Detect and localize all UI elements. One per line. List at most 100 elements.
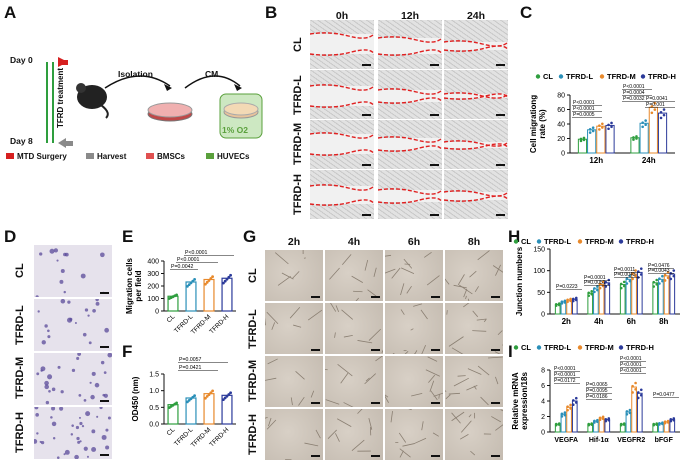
- data-point: [632, 138, 635, 141]
- data-point: [669, 277, 673, 281]
- p-value-label: P=0.0421: [179, 365, 201, 371]
- data-point: [628, 408, 632, 412]
- data-point: [619, 422, 623, 426]
- data-point: [563, 299, 567, 303]
- data-point: [659, 116, 663, 120]
- data-point: [653, 108, 657, 111]
- x-tick-label: TFRD-M: [190, 313, 213, 336]
- scale-bar: [491, 296, 500, 298]
- legend-label: MTD Surgery: [17, 152, 67, 161]
- data-point: [579, 139, 583, 143]
- data-point: [209, 277, 213, 280]
- y-tick-label: 2: [541, 414, 545, 421]
- bar: [571, 298, 578, 315]
- data-point: [631, 384, 634, 388]
- data-point: [607, 127, 610, 131]
- data-point: [655, 283, 659, 286]
- panel-label-d: D: [4, 227, 17, 246]
- p-value-label: P<0.0001: [573, 106, 595, 112]
- bar: [619, 284, 626, 315]
- legend-marker: [618, 345, 624, 350]
- schematic-legend: MTD Surgery Harvest BMSCs HUVECs: [6, 152, 264, 166]
- y-tick-label: 60: [557, 107, 565, 114]
- data-point: [672, 269, 676, 272]
- legend-swatch: [86, 153, 94, 159]
- bar: [587, 129, 597, 154]
- legend-marker: [513, 239, 519, 244]
- data-point: [596, 285, 599, 288]
- bar: [639, 122, 649, 154]
- data-point: [598, 416, 602, 420]
- micrograph: [445, 356, 503, 407]
- data-point: [563, 411, 567, 414]
- row-label: CL: [14, 262, 26, 278]
- x-tick-label: 24h: [642, 156, 656, 165]
- micrograph: [445, 250, 503, 301]
- panel-label-b: B: [265, 3, 278, 22]
- y-tick-label: 0: [541, 430, 545, 437]
- bar: [566, 406, 572, 433]
- legend-item: Harvest: [86, 152, 126, 161]
- data-point: [607, 417, 611, 420]
- data-point: [222, 398, 225, 402]
- time-label: 0h: [335, 10, 349, 22]
- data-point: [652, 422, 656, 426]
- data-point: [619, 286, 623, 290]
- legend-label: TFRD-L: [566, 72, 593, 81]
- chart-e-migration-cells: 0 100 200 300 400 Migration cellsper field CL T…: [125, 250, 236, 336]
- row-label: TFRD-L: [247, 309, 259, 349]
- data-point: [610, 125, 613, 129]
- data-point: [632, 136, 635, 139]
- micrograph: [385, 250, 443, 301]
- x-tick-label: TFRD-M: [190, 426, 213, 449]
- micrograph: [385, 356, 443, 407]
- data-point: [574, 298, 578, 302]
- micrograph: [445, 303, 503, 354]
- data-point: [222, 281, 225, 285]
- data-point: [622, 280, 626, 284]
- scale-bar: [371, 296, 380, 298]
- scale-bar: [496, 114, 505, 116]
- data-point: [653, 101, 657, 105]
- p-value-label: P=0.0223: [556, 284, 578, 290]
- p-value-label: P=0.0042: [171, 264, 193, 270]
- y-tick-label: 400: [147, 259, 159, 266]
- time-label: 4h: [347, 236, 361, 248]
- micrograph: [378, 120, 442, 169]
- legend-label: TFRD-M: [585, 343, 614, 352]
- micrograph: [310, 20, 374, 69]
- data-point: [658, 277, 661, 280]
- data-point: [187, 283, 191, 287]
- panel-label-e: E: [122, 227, 134, 246]
- x-tick-label: VEGFA: [554, 437, 578, 444]
- scale-bar: [496, 64, 505, 66]
- legend-marker: [640, 74, 646, 79]
- micrograph: [378, 20, 442, 69]
- p-value-label: P<0.0001: [623, 84, 645, 90]
- legend-swatch: [146, 153, 154, 159]
- legend-label: TFRD-M: [607, 72, 636, 81]
- data-point: [593, 290, 596, 294]
- data-point: [588, 131, 592, 134]
- bar: [560, 301, 567, 315]
- data-point: [641, 125, 644, 129]
- y-tick-label: 50: [537, 290, 545, 297]
- tube-formation-panel: 2h 4h 6h 8h CL TFRD-L TFRD-M TFRD-H: [243, 236, 508, 460]
- y-tick-label: 0.0: [149, 422, 159, 429]
- y-tick-label: 4: [541, 399, 545, 406]
- data-point: [560, 412, 564, 416]
- bar: [669, 419, 676, 433]
- legend-marker: [536, 239, 542, 244]
- data-point: [207, 393, 211, 396]
- p-value-label: P=0.0051: [584, 280, 606, 286]
- p-value-label: P=0.001: [646, 102, 665, 108]
- x-tick-label: 2h: [562, 317, 571, 326]
- panel-label-c: C: [520, 3, 533, 22]
- scale-bar: [311, 296, 320, 298]
- bar: [587, 292, 594, 315]
- data-point: [607, 283, 611, 286]
- bar: [566, 299, 572, 315]
- legend-marker: [536, 345, 542, 350]
- bar: [625, 278, 632, 315]
- bar: [593, 420, 599, 433]
